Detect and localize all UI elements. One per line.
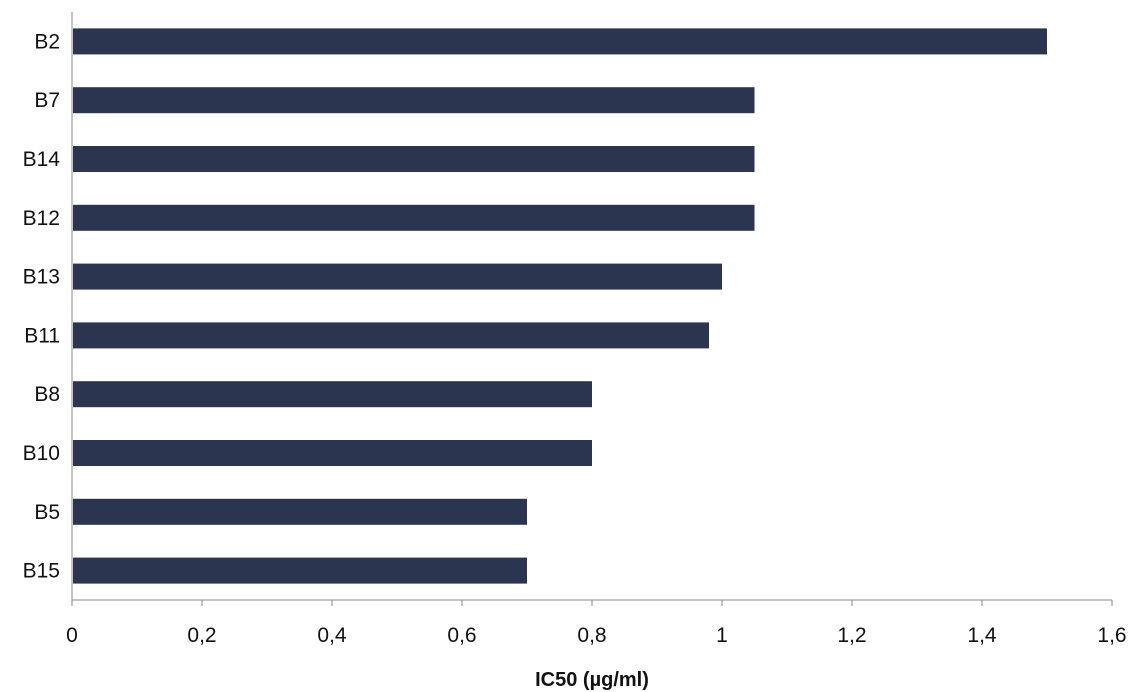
- category-label-b5: B5: [34, 501, 60, 524]
- x-ticks: 0 0,2 0,4 0,6 0,8 1 1,2 1,4 1,6: [66, 600, 1127, 647]
- x-tick-label: 0,6: [447, 624, 476, 647]
- bar-b13: [73, 263, 722, 290]
- x-tick-label: 0,2: [187, 624, 216, 647]
- x-tick-label: 1: [716, 624, 728, 647]
- bar-b14: [73, 146, 755, 172]
- bar-b10: [73, 440, 592, 466]
- x-tick-label: 1,2: [837, 624, 866, 647]
- category-label-b11: B11: [24, 324, 60, 347]
- category-label-b15: B15: [23, 560, 60, 583]
- category-labels: B2 B7 B14 B12 B13 B11 B8 B10 B5 B15: [23, 30, 61, 582]
- category-label-b12: B12: [23, 207, 60, 230]
- bar-b8: [73, 381, 592, 408]
- bar-b11: [73, 322, 709, 349]
- bar-b12: [73, 204, 755, 231]
- x-tick-label: 0,8: [577, 624, 606, 647]
- x-axis-title: IC50 (µg/ml): [535, 669, 649, 691]
- bar-b2: [73, 28, 1047, 55]
- bar-b5: [73, 498, 527, 525]
- bars-layer: [73, 28, 1047, 584]
- bar-b7: [73, 87, 755, 114]
- x-tick-label: 1,4: [967, 624, 997, 647]
- x-tick-label: 1,6: [1097, 624, 1126, 647]
- category-label-b7: B7: [34, 89, 60, 112]
- bar-b15: [73, 557, 527, 584]
- x-tick-label: 0: [66, 624, 78, 647]
- category-label-b2: B2: [34, 30, 60, 53]
- category-label-b10: B10: [23, 442, 60, 465]
- category-label-b13: B13: [23, 266, 60, 289]
- x-tick-label: 0,4: [317, 624, 347, 647]
- category-label-b8: B8: [34, 383, 60, 406]
- category-label-b14: B14: [23, 148, 61, 171]
